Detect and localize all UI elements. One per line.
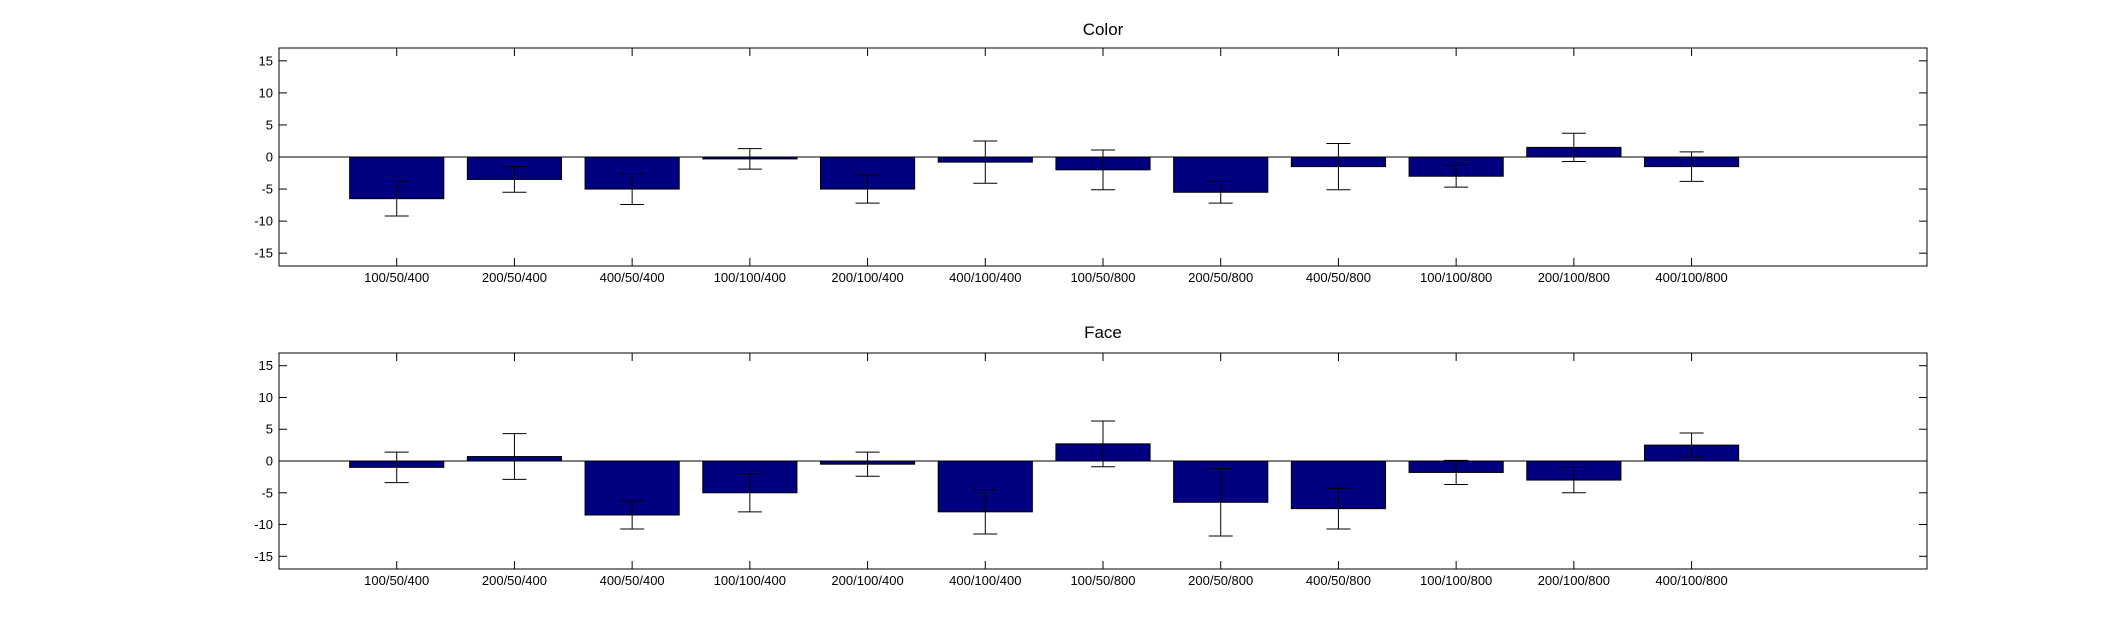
- y-tick-label: 15: [259, 53, 273, 68]
- x-tick-label: 100/100/400: [714, 270, 786, 285]
- bar: [819, 156, 916, 190]
- chart-title: Face: [1084, 323, 1122, 342]
- x-tick-label: 400/100/400: [949, 270, 1021, 285]
- x-tick-label: 100/50/400: [364, 573, 429, 588]
- y-tick-label: 0: [266, 454, 273, 469]
- x-tick-label: 400/100/400: [949, 573, 1021, 588]
- y-tick-label: -15: [254, 549, 273, 564]
- x-tick-label: 100/50/800: [1070, 573, 1135, 588]
- bar: [1173, 156, 1269, 193]
- x-tick-label: 400/50/400: [600, 270, 665, 285]
- x-tick-label: 100/100/800: [1420, 270, 1492, 285]
- y-tick-label: -5: [261, 485, 273, 500]
- x-tick-label: 400/50/800: [1306, 270, 1371, 285]
- y-tick-label: 5: [266, 117, 273, 132]
- chart-title: Color: [1083, 20, 1124, 39]
- x-tick-label: 100/100/400: [714, 573, 786, 588]
- y-tick-label: 15: [259, 358, 273, 373]
- x-tick-label: 400/50/400: [600, 573, 665, 588]
- color-chart: Color 15 10 5 0 -5 -10 -15 100/50/400 200/50/400 4…: [254, 20, 1928, 285]
- y-tick-label: 5: [266, 422, 273, 437]
- x-tick-label: 200/50/400: [482, 573, 547, 588]
- x-tick-label: 200/50/400: [482, 270, 547, 285]
- y-tick-label: -10: [254, 214, 273, 229]
- y-tick-label: -15: [254, 246, 273, 261]
- x-tick-label: 400/50/800: [1306, 573, 1371, 588]
- x-tick-label: 200/100/800: [1538, 270, 1610, 285]
- x-tick-label: 200/100/400: [831, 270, 903, 285]
- x-tick-label: 200/50/800: [1188, 573, 1253, 588]
- x-tick-label: 100/50/400: [364, 270, 429, 285]
- x-tick-label: 200/100/400: [831, 573, 903, 588]
- x-tick-label: 200/50/800: [1188, 270, 1253, 285]
- y-tick-label: 10: [259, 390, 273, 405]
- x-tick-label: 100/100/800: [1420, 573, 1492, 588]
- x-tick-label: 400/100/800: [1655, 573, 1727, 588]
- y-tick-label: -5: [261, 182, 273, 197]
- x-tick-label: 400/100/800: [1655, 270, 1727, 285]
- y-tick-label: 10: [259, 85, 273, 100]
- x-tick-label: 200/100/800: [1538, 573, 1610, 588]
- y-tick-label: 0: [266, 150, 273, 165]
- x-tick-label: 100/50/800: [1070, 270, 1135, 285]
- y-tick-label: -10: [254, 517, 273, 532]
- face-chart: Face 15 10 5 0 -5 -10 -15 100/50/400 200/50/400 40…: [254, 323, 1928, 588]
